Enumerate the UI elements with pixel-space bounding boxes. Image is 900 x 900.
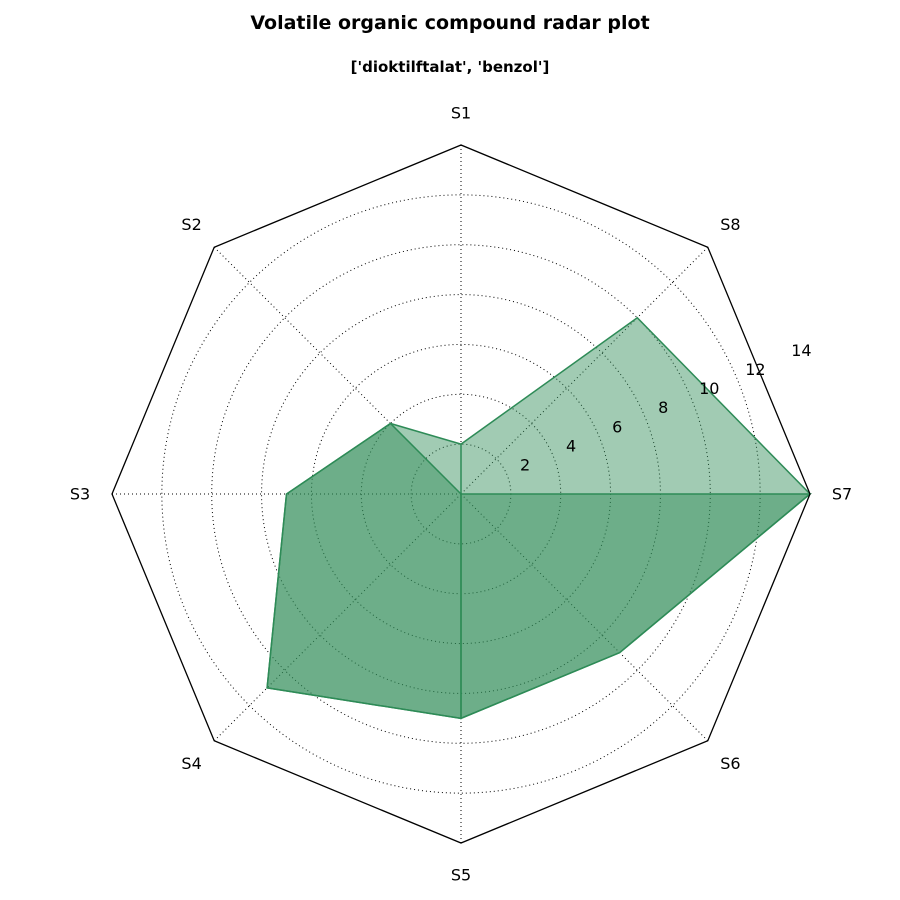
radar-frame bbox=[111, 144, 811, 844]
radial-tick-label: 2 bbox=[520, 455, 530, 474]
outer-frame bbox=[111, 144, 811, 844]
radial-tick-label: 12 bbox=[745, 360, 765, 379]
radial-tick-label: 6 bbox=[612, 417, 622, 436]
radar-labels: S1 S2 S3 S4 S5 S6 S7 S8 2 4 6 8 10 12 14 bbox=[70, 104, 852, 885]
axis-label-s1: S1 bbox=[451, 104, 471, 123]
radial-tick-label: 14 bbox=[791, 341, 811, 360]
axis-label-s7: S7 bbox=[832, 485, 852, 504]
axis-label-s4: S4 bbox=[181, 754, 201, 773]
axis-label-s5: S5 bbox=[451, 866, 471, 885]
chart-subtitle: ['dioktilftalat', 'benzol'] bbox=[350, 58, 550, 76]
axis-label-s8: S8 bbox=[720, 215, 740, 234]
radial-tick-label: 10 bbox=[699, 379, 719, 398]
series-polygon bbox=[266, 422, 462, 720]
chart-title: Volatile organic compound radar plot bbox=[250, 12, 650, 34]
radial-tick-label: 4 bbox=[566, 436, 576, 455]
radial-tick-label: 8 bbox=[658, 398, 668, 417]
axis-label-s3: S3 bbox=[70, 485, 90, 504]
axis-label-s6: S6 bbox=[720, 754, 740, 773]
axis-label-s2: S2 bbox=[181, 215, 201, 234]
radar-series-group bbox=[266, 316, 813, 720]
